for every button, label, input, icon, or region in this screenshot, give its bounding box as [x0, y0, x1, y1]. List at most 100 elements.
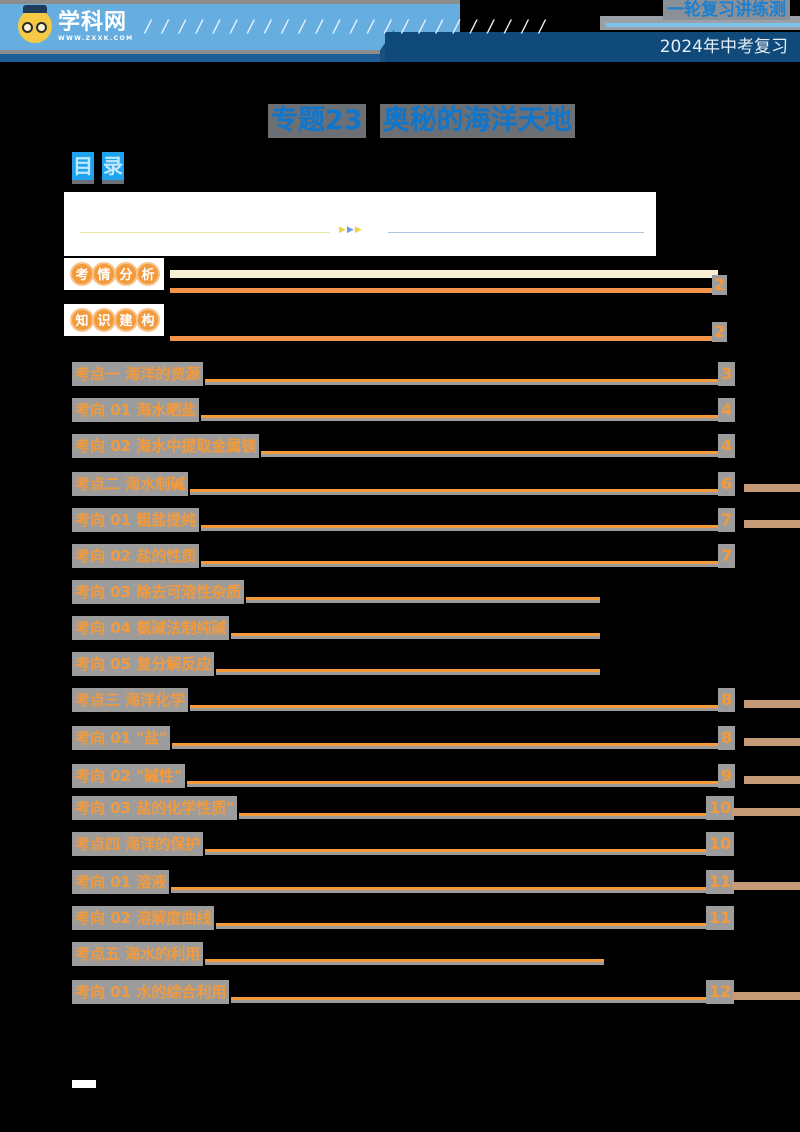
header-right-bar — [385, 32, 800, 62]
page-number: 2 — [712, 275, 728, 295]
toc-tail-bar — [732, 992, 800, 1000]
toc-entry-label: 考向 02 盐的性质 — [72, 544, 200, 568]
toc-leader-shadow — [190, 708, 718, 711]
toc-entry[interactable]: 考点四 海洋的保护 10 — [72, 832, 800, 856]
footer-mark — [72, 1080, 96, 1088]
section-char: 情 — [92, 262, 116, 286]
toc-heading-char: 录 — [102, 152, 124, 180]
toc-leader-shadow — [190, 492, 718, 495]
toc-entry-label: 考点一 海洋的资源 — [72, 362, 204, 386]
header-right-line — [606, 23, 800, 27]
toc-page-number: 11 — [706, 870, 735, 894]
toc-entry-label: 考向 02 "碱性" — [72, 764, 185, 788]
toc-page-number: 3 — [718, 362, 736, 386]
toc-entry-label: 考点五 海水的利用 — [72, 942, 204, 966]
toc-entry-label: 考向 01 粗盐提纯 — [72, 508, 200, 532]
toc-entry-label: 考向 01 海水晒盐 — [72, 398, 200, 422]
toc-leader-line — [205, 379, 718, 382]
mascot-icon — [18, 5, 52, 43]
toc-leader-shadow — [246, 600, 600, 603]
toc-page-number: 9 — [718, 764, 736, 788]
header-decoration-slashes: / / / / / / / / / / / / / / / / / / / / … — [145, 17, 548, 37]
topic-number: 专题23 — [268, 104, 366, 138]
toc-leader-line — [205, 959, 604, 962]
toc-leader-shadow — [216, 926, 706, 929]
toc-leader-line — [246, 597, 600, 600]
toc-page-number: 12 — [706, 980, 735, 1004]
section-char: 构 — [136, 308, 160, 332]
page-number: 2 — [712, 322, 728, 342]
page-title: 专题23 奥秘的海洋天地 — [268, 104, 575, 138]
toc-entry-label: 考点二 海水制碱 — [72, 472, 189, 496]
toc-tail-bar — [732, 808, 800, 816]
site-logo[interactable]: 学科网 WWW.ZXXK.COM — [18, 5, 134, 43]
toc-tail-bar — [744, 776, 800, 784]
section-knowledge-structure[interactable]: 知 识 建 构 — [64, 304, 164, 336]
toc-entry[interactable]: 考向 01 "盐" 8 — [72, 726, 800, 750]
toc-leader-line — [190, 489, 718, 492]
toc-leader-line — [201, 415, 718, 418]
toc-entry[interactable]: 考向 02 溶解度曲线 11 — [72, 906, 800, 930]
toc-entry[interactable]: 考点三 海洋化学 8 — [72, 688, 800, 712]
header-gray-strip — [0, 50, 380, 54]
toc-entry[interactable]: 考向 02 海水中提取金属镁 4 — [72, 434, 800, 458]
toc-tail-bar — [732, 882, 800, 890]
toc-leader-shadow — [231, 636, 600, 639]
toc-entry-label: 考向 01 水的综合利用 — [72, 980, 230, 1004]
toc-page-number: 10 — [706, 796, 735, 820]
toc-entry-label: 考向 05 复分解反应 — [72, 652, 215, 676]
toc-entry[interactable]: 考向 05 复分解反应 — [72, 652, 800, 676]
logo-name: 学科网 — [58, 9, 128, 35]
toc-entry-label: 考点四 海洋的保护 — [72, 832, 204, 856]
toc-page-number: 4 — [718, 434, 736, 458]
toc-page-number: 4 — [718, 398, 736, 422]
toc-entry[interactable]: 考向 03 除去可溶性杂质 — [72, 580, 800, 604]
toc-heading: 目 录 — [72, 152, 124, 180]
toc-entry-label: 考向 03 除去可溶性杂质 — [72, 580, 245, 604]
toc-banner: ▶▶▶ — [64, 192, 656, 256]
toc-entry-label: 考向 04 氨碱法制纯碱 — [72, 616, 230, 640]
toc-leader-shadow — [231, 1000, 706, 1003]
toc-page-number: 8 — [718, 688, 736, 712]
toc-entry[interactable]: 考向 02 盐的性质 7 — [72, 544, 800, 568]
toc-tail-bar — [744, 484, 800, 492]
toc-entry-label: 考向 01 "盐" — [72, 726, 170, 750]
toc-tail-bar — [744, 520, 800, 528]
toc-entry[interactable]: 考向 01 水的综合利用 12 — [72, 980, 800, 1004]
exam-label: 2024年中考复习 — [659, 37, 788, 57]
toc-entry[interactable]: 考向 01 海水晒盐 4 — [72, 398, 800, 422]
toc-page-number: 7 — [718, 508, 736, 532]
toc-leader-shadow — [201, 418, 718, 421]
toc-entry[interactable]: 考向 01 溶液 11 — [72, 870, 800, 894]
toc-leader-line — [239, 813, 706, 816]
section-char: 析 — [136, 262, 160, 286]
section-leader — [170, 336, 718, 341]
toc-leader-line — [205, 849, 706, 852]
toc-entry[interactable]: 考向 03 盐的化学性质" 10 — [72, 796, 800, 820]
toc-entry-label: 考向 02 溶解度曲线 — [72, 906, 215, 930]
toc-entry[interactable]: 考点二 海水制碱 6 — [72, 472, 800, 496]
toc-leader-shadow — [239, 816, 706, 819]
toc-page-number: 11 — [706, 906, 735, 930]
section-exam-analysis[interactable]: 考 情 分 析 — [64, 258, 164, 290]
logo-url: WWW.ZXXK.COM — [58, 34, 134, 42]
toc-entry-label: 考向 01 溶液 — [72, 870, 170, 894]
section-char: 建 — [114, 308, 138, 332]
header-dark-strip — [0, 54, 380, 62]
toc-leader-line — [190, 705, 718, 708]
toc-entry[interactable]: 考点五 海水的利用 — [72, 942, 800, 966]
toc-entry[interactable]: 考点一 海洋的资源 3 — [72, 362, 800, 386]
toc-entry[interactable]: 考向 04 氨碱法制纯碱 — [72, 616, 800, 640]
arrows-icon: ▶▶▶ — [339, 225, 363, 235]
toc-leader-line — [187, 781, 718, 784]
toc-leader-line — [231, 997, 706, 1000]
toc-heading-char: 目 — [72, 152, 94, 180]
toc-entry[interactable]: 考向 01 粗盐提纯 7 — [72, 508, 800, 532]
toc-entry-label: 考向 03 盐的化学性质" — [72, 796, 238, 820]
toc-entry[interactable]: 考向 02 "碱性" 9 — [72, 764, 800, 788]
toc-leader-line — [201, 525, 718, 528]
divider-line-right — [388, 232, 644, 233]
toc-page-number: 10 — [706, 832, 735, 856]
toc-leader-shadow — [172, 746, 718, 749]
toc-leader-shadow — [205, 382, 718, 385]
